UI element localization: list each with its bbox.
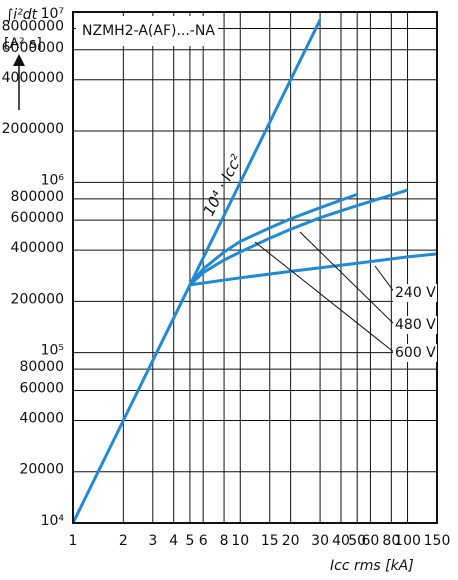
y-tick-label: 8000000 [2, 19, 64, 35]
x-tick-label: 100 [394, 533, 421, 549]
x-tick-label: 5 [185, 533, 194, 549]
x-tick-label: 4 [169, 533, 178, 549]
y-tick-label: 20000 [19, 462, 64, 478]
y-tick-label: 200000 [11, 291, 64, 307]
label-bg [393, 344, 437, 362]
x-tick-label: 3 [148, 533, 157, 549]
x-tick-label: 80 [382, 533, 400, 549]
y-label: ∫i²dt [6, 7, 38, 23]
x-tick-label: 20 [282, 533, 300, 549]
x-tick-label: 8 [220, 533, 229, 549]
y-tick-label: 4000000 [2, 70, 64, 86]
series-line [188, 188, 408, 287]
y-tick-label: 600000 [11, 210, 64, 226]
y-tick-label: 10⁶ [41, 172, 65, 188]
leader-line [299, 231, 396, 326]
x-tick-label: 40 [332, 533, 350, 549]
x-tick-label: 30 [311, 533, 329, 549]
legend-label: 600 V [395, 345, 436, 361]
y-tick-label: 800000 [11, 189, 64, 205]
y-tick-label: 60000 [19, 380, 64, 396]
x-tick-label: 15 [261, 533, 279, 549]
x-tick-label: 10 [231, 533, 249, 549]
leader-line [254, 241, 396, 354]
title-box [76, 16, 218, 46]
x-label: Icc rms [kA] [330, 558, 414, 574]
y-tick-label: 10⁷ [41, 6, 64, 22]
plot-frame [72, 11, 438, 524]
legend: 240 V 480 V 600 V [254, 231, 437, 362]
x-tick-label: 1 [69, 533, 78, 549]
y-tick-label: 80000 [19, 359, 64, 375]
legend-label: 480 V [395, 317, 436, 333]
leader-line [374, 265, 396, 294]
y-tick-label: 40000 [19, 410, 64, 426]
y-tick-label: 10⁴ [41, 513, 65, 529]
x-tick-label: 150 [424, 533, 451, 549]
legend-label: 240 V [395, 285, 436, 301]
chart-title: NZMH2-A(AF)...-NA [82, 23, 215, 39]
series-line [189, 252, 438, 287]
y-tick-label: 400000 [11, 240, 64, 256]
series-line [188, 192, 358, 286]
series-line [71, 19, 322, 524]
y-tick-label: 2000000 [2, 121, 64, 137]
series-group [71, 19, 438, 524]
y-tick-label: 6000000 [2, 40, 64, 56]
x-tick-label: 2 [119, 533, 128, 549]
x-tick-label: 6 [199, 533, 208, 549]
label-bg [393, 316, 437, 334]
x-tick-label: 50 [348, 533, 366, 549]
arrow-head [13, 54, 25, 66]
label-bg [393, 284, 437, 302]
y-label: [A² s] [4, 36, 42, 52]
y-tick-label: 10⁵ [41, 343, 64, 359]
x-tick-label: 60 [362, 533, 380, 549]
